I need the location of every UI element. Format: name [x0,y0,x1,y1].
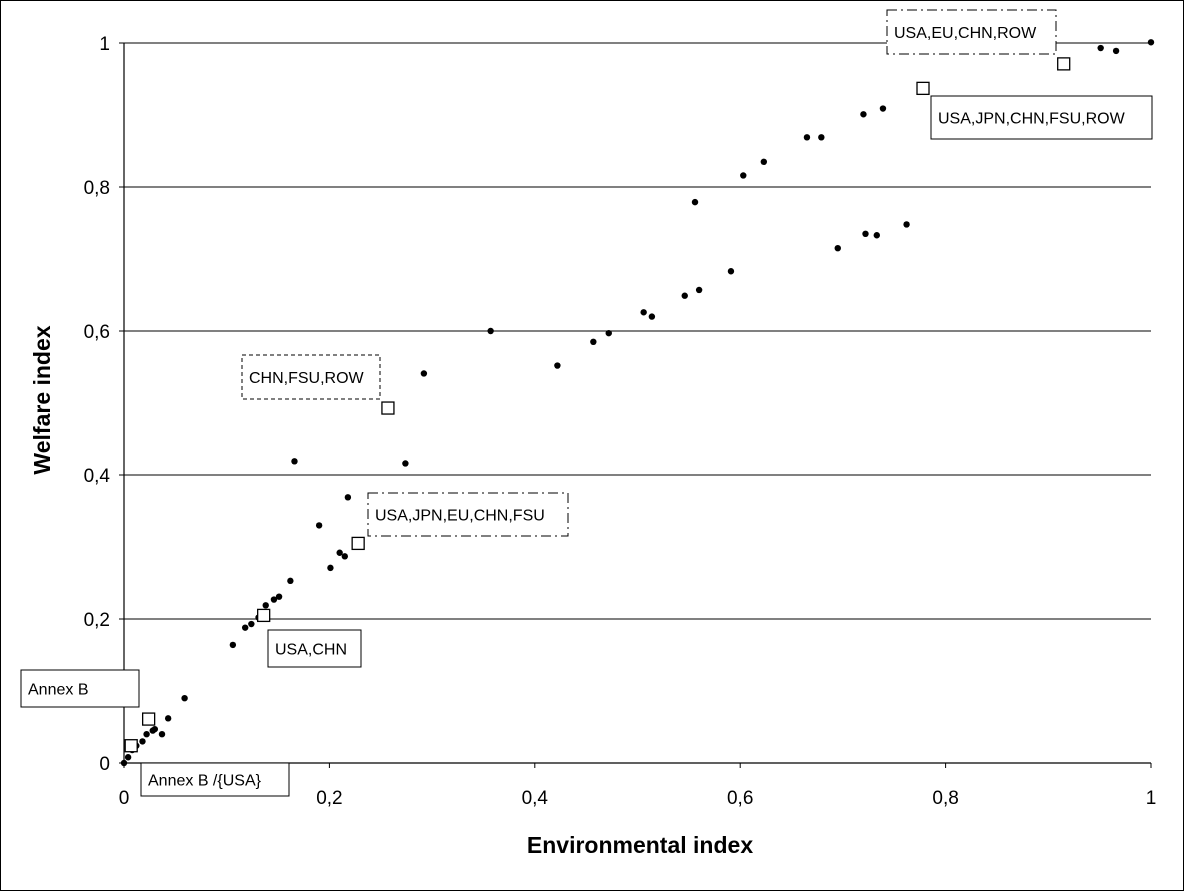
y-tick-label: 0,4 [84,466,111,487]
data-point [834,245,841,252]
data-point [740,172,747,179]
y-tick-label: 0,6 [84,322,110,343]
highlight-square [141,712,156,726]
x-axis-title: Environmental index [527,832,753,858]
annotation-box: USA,EU,CHN,ROW [886,9,1057,55]
annotation-label: USA,CHN [275,642,347,659]
data-point [590,338,597,345]
annotation-border [20,669,140,708]
data-point [903,221,910,228]
y-tick-label: 0,8 [84,178,110,199]
annotation-label: Annex B /{USA} [148,773,262,790]
annotation-border [241,354,381,400]
highlight-square [381,401,395,415]
annotation-box: USA,JPN,CHN,FSU,ROW [930,95,1153,140]
data-point [275,593,283,600]
data-point [695,286,703,294]
data-point [341,553,349,560]
y-tick-labels: 0 0,2 0,4 0,6 0,8 1 [84,34,111,775]
annotation-box: USA,CHN [267,629,362,668]
data-point [691,198,699,206]
data-point [1097,44,1104,52]
data-point [803,134,811,141]
data-point [605,329,612,337]
data-point [287,577,294,585]
y-tick-label: 0,2 [84,610,110,631]
annotation-box: USA,JPN,EU,CHN,FSU [367,492,569,537]
x-tick-label: 0,4 [522,788,549,809]
data-point [248,620,255,628]
data-point [487,327,494,335]
data-point [164,715,172,722]
data-point [648,313,656,320]
data-points [120,39,1155,767]
data-point [262,602,269,609]
highlight-square [124,739,138,753]
data-point [241,624,249,631]
x-tick-label: 0 [119,788,130,809]
y-tick-label: 0 [99,754,110,775]
x-tick-label: 0,2 [316,788,342,809]
annotation-border [267,629,362,668]
annotation-label: USA,JPN,CHN,FSU,ROW [938,111,1126,128]
data-point [727,268,735,275]
highlight-square [351,536,365,551]
annotation-box: CHN,FSU,ROW [241,354,381,400]
data-point [270,596,278,603]
data-point [151,725,159,733]
annotation-border [886,9,1057,55]
data-point [879,105,887,112]
highlight-square [916,81,930,96]
data-point [860,111,867,118]
data-point [681,292,688,299]
data-point [139,738,146,745]
x-tick-label: 0,6 [727,788,753,809]
highlight-square [257,608,271,623]
data-point [291,458,298,465]
data-point [554,362,561,369]
data-point [402,460,409,467]
data-point [873,232,880,239]
annotation-border [140,762,290,797]
data-point [158,731,166,738]
annotation-box: Annex B /{USA} [140,762,290,797]
data-point [818,134,825,141]
data-point [120,759,128,767]
annotation-label: USA,JPN,EU,CHN,FSU [375,508,545,525]
annotation-box: Annex B [20,669,140,708]
data-point [124,754,132,761]
data-point [1147,39,1155,46]
annotation-label: USA,EU,CHN,ROW [894,25,1037,42]
data-point [315,522,323,529]
annotation-label: CHN,FSU,ROW [249,370,365,387]
data-point [181,695,188,702]
annotation-label: Annex B [28,682,88,699]
data-point [143,731,150,738]
data-point [336,549,343,556]
axes [119,42,1152,768]
highlight-square [1057,57,1071,71]
x-tick-label: 1 [1146,788,1157,809]
data-point [760,158,768,165]
data-point [1112,47,1120,55]
annotations: Annex B /{USA} Annex B USA,CHN USA,JPN,EU,C… [20,9,1153,797]
data-point [420,370,428,377]
data-point [344,494,352,501]
data-point [862,230,869,237]
data-point [327,564,334,572]
x-tick-labels: 0 0,2 0,4 0,6 0,8 1 [119,788,1157,809]
data-point [640,309,647,316]
y-axis-title: Welfare index [29,325,55,474]
annotation-border [930,95,1153,140]
annotation-border [367,492,569,537]
y-tick-label: 1 [99,34,110,55]
x-tick-label: 0,8 [932,788,958,809]
data-point [229,641,237,649]
